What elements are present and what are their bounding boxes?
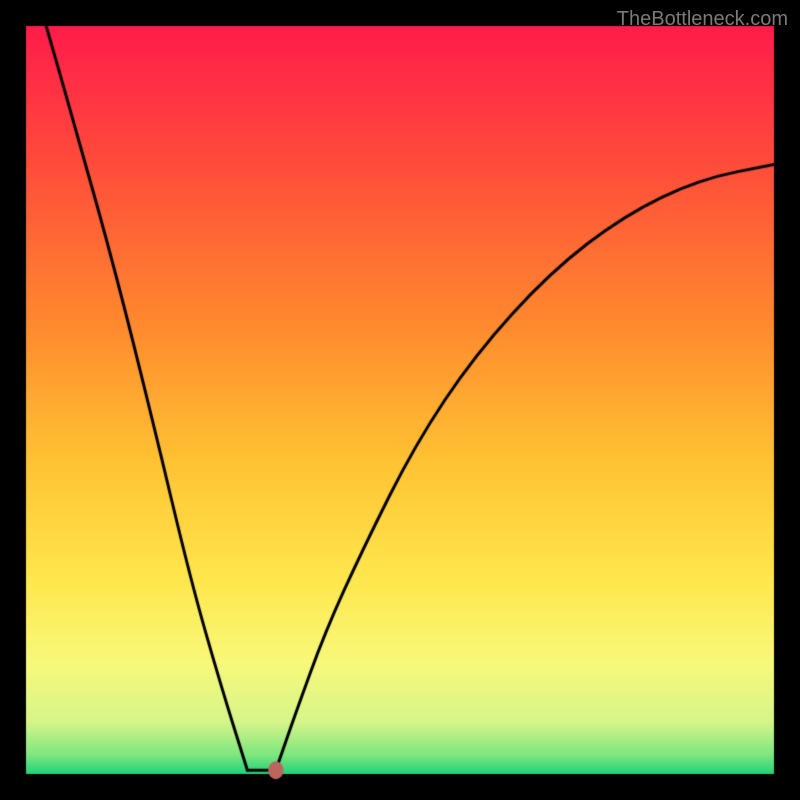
marker-dot [0, 0, 800, 800]
chart-container: TheBottleneck.com [0, 0, 800, 800]
watermark-text: TheBottleneck.com [617, 8, 788, 31]
